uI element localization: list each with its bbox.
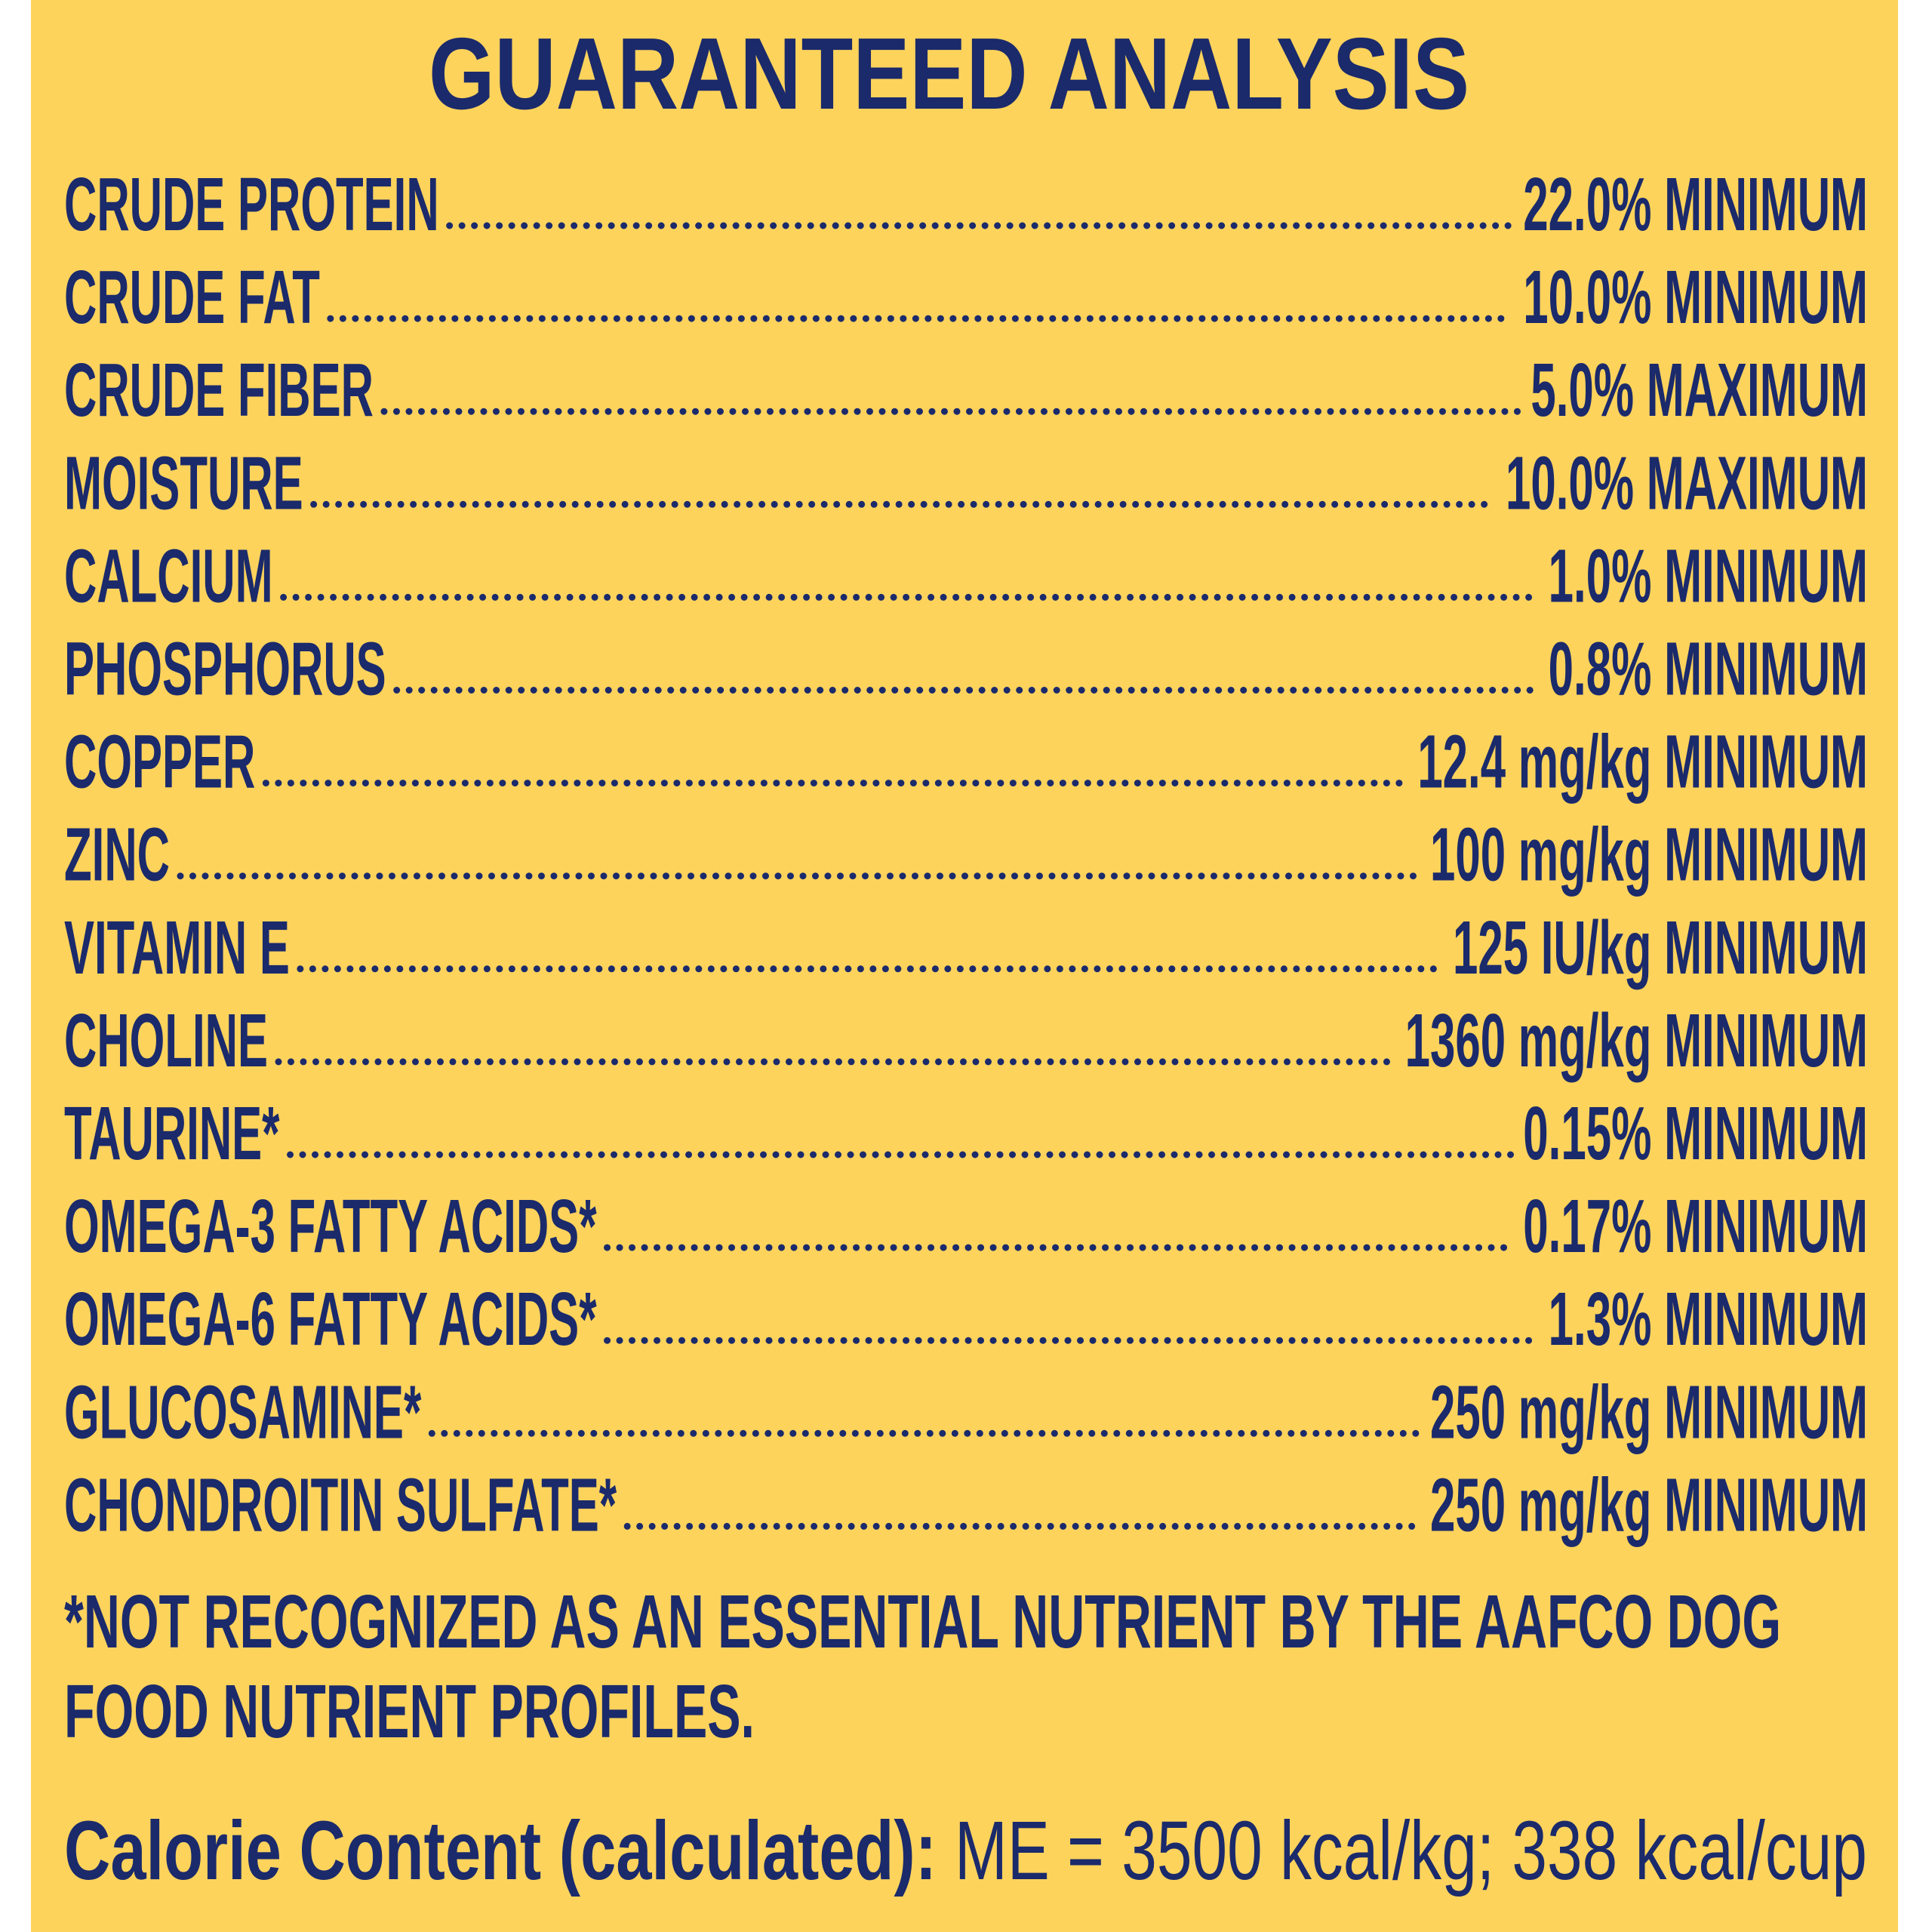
nutrient-name: CHONDROITIN SULFATE*: [64, 1463, 617, 1548]
nutrient-amount: 1360 mg/kg MINIMUM: [1405, 998, 1868, 1083]
nutrient-name: COPPER: [64, 720, 255, 804]
nutrient-name: MOISTURE: [64, 441, 303, 526]
nutrient-amount: 12.4 mg/kg MINIMUM: [1417, 720, 1868, 804]
nutrient-name: VITAMIN E: [64, 906, 290, 990]
nutrient-amount: 5.0% MAXIMUM: [1531, 348, 1868, 432]
footnote-line: *NOT RECOGNIZED AS AN ESSENTIAL NUTRIENT…: [64, 1580, 1781, 1664]
nutrient-amount: 10.0% MINIMUM: [1523, 255, 1868, 340]
nutrient-amount: 125 IU/kg MINIMUM: [1453, 906, 1868, 990]
nutrient-name: GLUCOSAMINE*: [64, 1371, 421, 1455]
nutrient-name: PHOSPHORUS: [64, 627, 386, 712]
nutrient-amount: 1.0% MINIMUM: [1549, 534, 1868, 619]
nutrient-amount: 0.15% MINIMUM: [1523, 1091, 1868, 1176]
calorie-label: Calorie Content (calculated):: [64, 1804, 937, 1897]
calorie-value: ME = 3500 kcal/kg; 338 kcal/cup: [955, 1804, 1867, 1897]
nutrient-amount: 100 mg/kg MINIMUM: [1430, 813, 1868, 897]
nutrient-name: TAURINE*: [64, 1091, 280, 1176]
nutrient-name: CRUDE FAT: [64, 255, 320, 340]
analysis-rows: CRUDE PROTEIN 22.0% MINIMUM CRUDE FAT 10.0%…: [64, 162, 1868, 1547]
background: [31, 0, 1898, 1932]
nutrient-name: OMEGA-6 FATTY ACIDS*: [64, 1277, 597, 1361]
nutrient-name: CHOLINE: [64, 998, 268, 1083]
nutrient-name: ZINC: [64, 813, 170, 897]
nutrient-amount: 1.3% MINIMUM: [1549, 1277, 1868, 1361]
title: GUARANTEED ANALYSIS: [429, 17, 1469, 131]
nutrient-amount: 0.17% MINIMUM: [1523, 1184, 1868, 1269]
nutrient-amount: 250 mg/kg MINIMUM: [1430, 1463, 1868, 1548]
nutrient-name: OMEGA-3 FATTY ACIDS*: [64, 1184, 597, 1269]
nutrient-amount: 22.0% MINIMUM: [1523, 162, 1868, 247]
nutrient-amount: 250 mg/kg MINIMUM: [1430, 1371, 1868, 1455]
nutrient-name: CALCIUM: [64, 534, 273, 619]
nutrient-name: CRUDE FIBER: [64, 348, 374, 432]
nutrient-amount: 10.0% MAXIMUM: [1506, 441, 1868, 526]
footnote-line: FOOD NUTRIENT PROFILES.: [64, 1669, 755, 1754]
nutrient-name: CRUDE PROTEIN: [64, 162, 439, 247]
nutrient-amount: 0.8% MINIMUM: [1549, 627, 1868, 712]
